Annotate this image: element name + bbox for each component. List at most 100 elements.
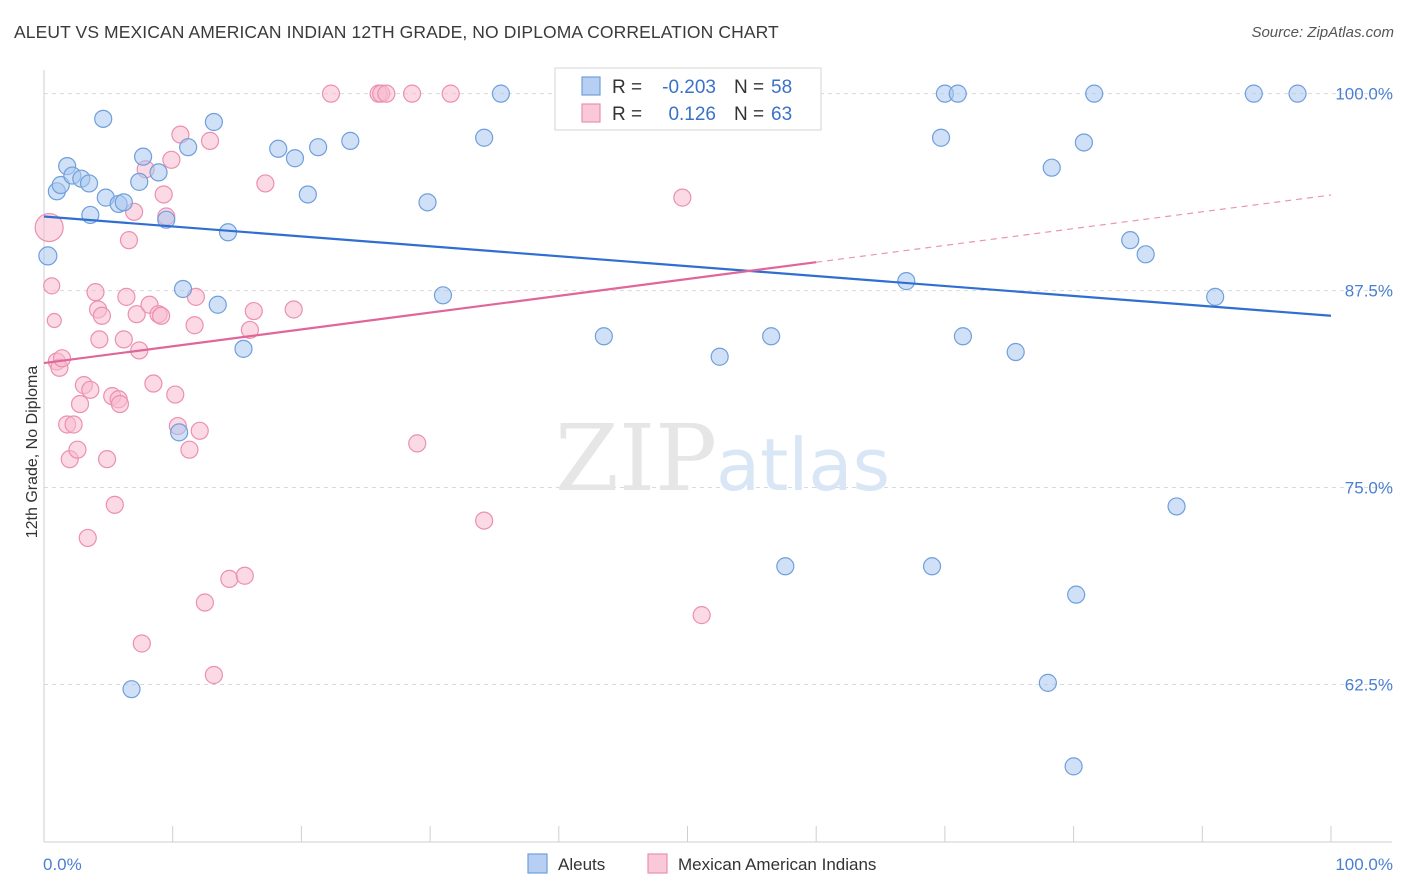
mexican-point: [105, 495, 124, 514]
aleut-point: [433, 286, 453, 305]
mexican-point: [86, 283, 105, 302]
aleut-point: [1006, 342, 1025, 362]
aleut-point: [133, 147, 153, 166]
mexican-point: [117, 287, 136, 306]
stats-legend-aleut-r-label: R =: [612, 77, 642, 98]
aleut-point: [418, 193, 437, 212]
aleut-point: [953, 327, 973, 346]
stats-legend-aleut-n-value: 58: [771, 77, 792, 98]
mexican-point: [154, 185, 173, 204]
mexican-point: [200, 131, 220, 150]
mexican-point: [195, 593, 214, 612]
aleut-point: [594, 327, 613, 346]
axis-labels: 12th Grade, No Diploma 0.0% 100.0%: [24, 366, 1393, 874]
mexican-trend-line: [43, 261, 817, 365]
x-tick-label-min: 0.0%: [43, 855, 82, 874]
mexican-point: [408, 434, 427, 453]
aleut-point: [157, 210, 176, 229]
aleut-point: [931, 128, 951, 147]
aleut-point: [122, 680, 141, 699]
y-tick-label: 87.5%: [1345, 282, 1393, 301]
aleut-point: [1074, 133, 1093, 152]
aleut-point: [475, 128, 494, 147]
mexican-point: [180, 440, 199, 459]
aleut-point: [204, 112, 223, 132]
mexican-point: [144, 374, 163, 393]
aleut-point: [269, 139, 288, 158]
aleut-point: [922, 557, 942, 576]
mexican-point: [284, 300, 303, 319]
mexican-point: [673, 188, 692, 207]
stats-legend-mexican-r-value: 0.126: [668, 104, 716, 125]
aleut-point: [94, 109, 113, 128]
series-aleut-points: [38, 84, 1307, 776]
aleut-point: [114, 193, 133, 212]
aleut-point: [1244, 84, 1263, 103]
grid-layer: 100.0% 87.5% 75.0% 62.5%: [43, 70, 1393, 843]
mexican-point: [692, 606, 711, 625]
aleut-point: [208, 295, 227, 314]
aleut-point: [285, 149, 305, 168]
mexican-point: [52, 349, 72, 368]
mexican-point: [43, 277, 61, 295]
aleut-point: [1038, 673, 1057, 692]
chart-title: ALEUT VS MEXICAN AMERICAN INDIAN 12TH GR…: [14, 22, 779, 42]
mexican-point: [70, 394, 90, 414]
mexican-point: [152, 306, 171, 325]
mexican-point: [34, 212, 64, 243]
legend-aleut-label: Aleuts: [558, 855, 605, 874]
aleut-point: [1136, 245, 1155, 264]
stats-legend-mexican-swatch: [581, 103, 601, 123]
mexican-point: [402, 84, 422, 103]
aleut-point: [1042, 158, 1061, 177]
mexican-point: [204, 665, 223, 685]
mexican-point: [190, 421, 209, 440]
aleut-point: [1288, 84, 1307, 103]
mexican-point: [441, 84, 460, 103]
mexican-point: [185, 316, 204, 335]
stats-legend-aleut-n-label: N =: [734, 77, 764, 98]
mexican-point: [97, 450, 117, 469]
stats-legend-mexican-n-label: N =: [734, 104, 764, 125]
mexican-point: [92, 306, 112, 325]
aleut-point: [298, 185, 317, 204]
mexican-point: [64, 415, 83, 434]
mexican-point: [132, 634, 151, 653]
mexican-point: [235, 566, 254, 585]
mexican-point: [244, 301, 263, 321]
mexican-point: [256, 174, 275, 193]
mexican-point: [119, 231, 139, 250]
mexican-point: [110, 394, 130, 414]
trend-lines: [43, 194, 1332, 365]
mexican-point: [78, 528, 97, 548]
stats-legend: R = -0.203 N = 58 R = 0.126 N = 63: [554, 67, 822, 131]
aleut-point: [776, 557, 795, 576]
aleut-point: [79, 174, 99, 193]
mexican-trend-extension: [816, 194, 1332, 263]
x-tick-label-max: 100.0%: [1335, 855, 1393, 874]
legend-mexican-swatch: [647, 853, 668, 874]
aleut-point: [710, 347, 729, 366]
aleut-point: [130, 172, 149, 191]
stats-legend-mexican-n-value: 63: [771, 104, 792, 125]
legend-aleut-swatch: [527, 853, 548, 874]
aleut-point: [762, 327, 781, 346]
stats-legend-mexican-r-label: R =: [612, 104, 642, 125]
bottom-legend: Aleuts Mexican American Indians: [527, 853, 876, 874]
aleut-point: [173, 279, 193, 299]
y-axis-title: 12th Grade, No Diploma: [24, 366, 41, 539]
aleut-point: [179, 138, 198, 157]
aleut-point: [1064, 757, 1083, 776]
aleut-point: [309, 138, 328, 157]
mexican-point: [81, 380, 100, 399]
mexican-point: [240, 320, 260, 340]
aleut-point: [170, 423, 189, 442]
aleut-point: [149, 163, 168, 182]
stats-legend-aleut-r-value: -0.203: [662, 77, 716, 98]
aleut-point: [1206, 287, 1225, 306]
legend-mexican-label: Mexican American Indians: [678, 855, 876, 874]
aleut-point: [234, 339, 253, 358]
aleut-point: [341, 131, 360, 150]
mexican-point: [68, 440, 87, 459]
